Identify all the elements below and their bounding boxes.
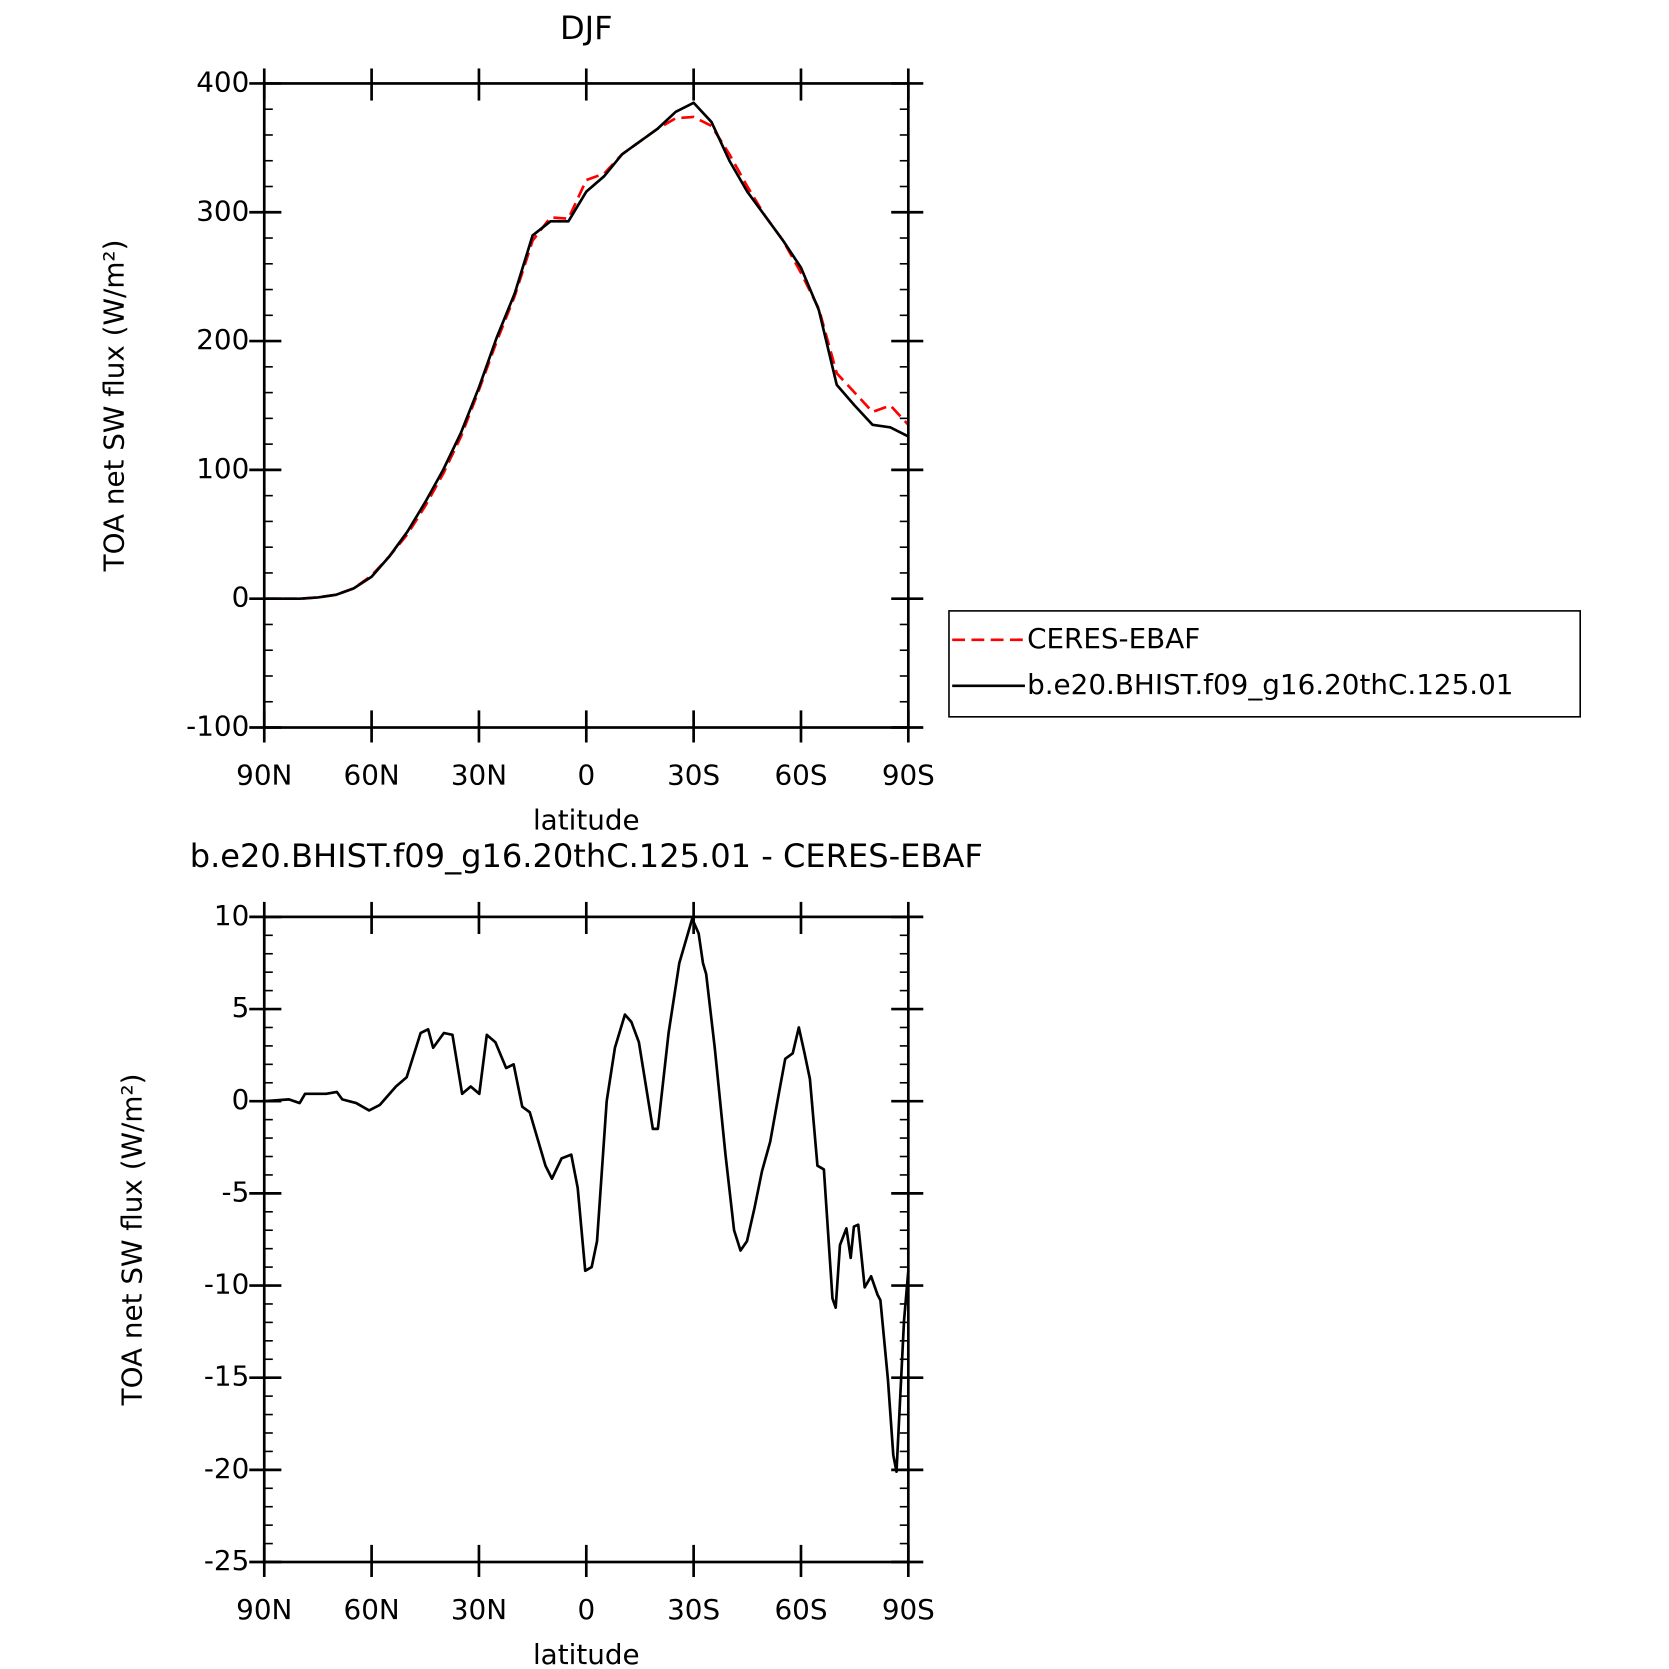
y-tick-label: -100 — [186, 710, 249, 743]
x-tick-label: 30N — [451, 759, 507, 792]
data-line — [264, 917, 910, 1474]
legend-box — [948, 610, 1582, 718]
y-tick-label: -25 — [204, 1544, 249, 1577]
legend-label: b.e20.BHIST.f09_g16.20thC.125.01 — [1027, 668, 1513, 701]
data-line — [264, 101, 909, 601]
x-tick-label: 90N — [236, 1593, 292, 1626]
x-tick-label: 30S — [667, 759, 720, 792]
x-tick-label: 60S — [774, 1593, 827, 1626]
y-tick-label: 100 — [196, 452, 249, 485]
x-tick-label: 30N — [451, 1593, 507, 1626]
y-tick-label: -5 — [222, 1175, 250, 1208]
y-tick-label: 10 — [214, 899, 249, 932]
x-tick-label: 0 — [577, 759, 595, 792]
x-tick-label: 90N — [236, 759, 292, 792]
y-axis-label: TOA net SW flux (W/m²) — [98, 240, 131, 573]
data-line — [264, 115, 910, 601]
x-axis-label: latitude — [533, 1638, 640, 1669]
x-tick-label: 30S — [667, 1593, 720, 1626]
y-tick-label: 300 — [196, 194, 249, 227]
plot-frame — [262, 915, 910, 1564]
y-tick-label: -15 — [204, 1360, 249, 1393]
y-tick-label: -10 — [204, 1268, 249, 1301]
legend-label: CERES-EBAF — [1027, 622, 1200, 655]
y-tick-label: 0 — [232, 581, 250, 614]
plot-frame — [262, 82, 910, 729]
x-tick-label: 90S — [882, 759, 935, 792]
chart-title: b.e20.BHIST.f09_g16.20thC.125.01 - CERES… — [190, 837, 983, 875]
x-tick-label: 60S — [774, 759, 827, 792]
x-tick-label: 0 — [577, 1593, 595, 1626]
x-tick-label: 60N — [344, 1593, 400, 1626]
y-axis-label: TOA net SW flux (W/m²) — [116, 1074, 149, 1407]
x-axis-label: latitude — [533, 804, 640, 837]
y-tick-label: 0 — [232, 1083, 250, 1116]
y-tick-label: 5 — [232, 991, 250, 1024]
y-tick-label: 200 — [196, 323, 249, 356]
x-tick-label: 60N — [344, 759, 400, 792]
chart-title: DJF — [560, 9, 613, 47]
y-tick-label: -20 — [204, 1452, 249, 1485]
y-tick-label: 400 — [196, 65, 249, 98]
x-tick-label: 90S — [882, 1593, 935, 1626]
